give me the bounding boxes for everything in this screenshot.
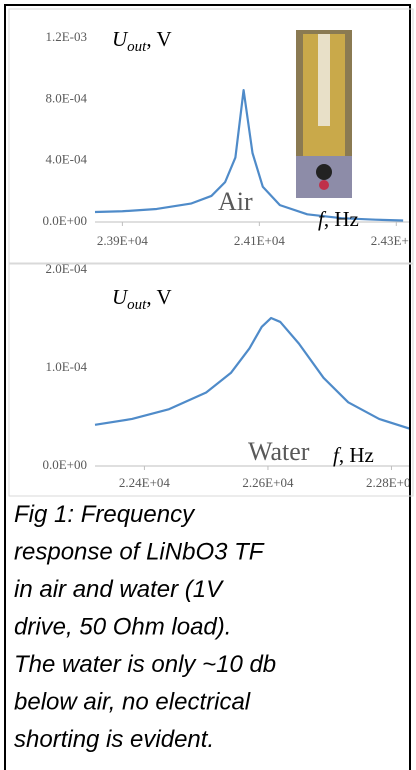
x-axis-label: f, Hz [333, 443, 374, 467]
x-tick-label: 2.26E+04 [242, 475, 294, 490]
y-tick-label: 8.0E-04 [45, 90, 87, 105]
y-axis-label: Uout, V [112, 27, 172, 55]
label-unit: , Hz [339, 443, 374, 467]
chart-frame [8, 8, 414, 264]
x-tick-label: 2.39E+04 [97, 233, 149, 248]
y-tick-label: 0.0E+00 [42, 457, 87, 472]
label-subscript: out [127, 297, 147, 313]
x-tick-label: 2.28E+04 [366, 475, 416, 490]
caption-line: Fig 1: Frequency [14, 501, 196, 528]
annotation: Air [218, 187, 253, 216]
data-line [94, 316, 409, 430]
mount [316, 164, 332, 180]
caption-line: The water is only ~10 db [14, 651, 276, 678]
tuning-fork-photo [296, 30, 352, 198]
y-tick-label: 1.2E-03 [45, 29, 87, 44]
label-unit: , V [146, 27, 171, 51]
x-axis-label: f, Hz [318, 207, 359, 231]
charts: 0.0E+00 4.0E-04 8.0E-04 1.2E-03 2.39E+04 2.41… [14, 27, 416, 753]
label-symbol: U [112, 27, 129, 51]
y-tick-label: 4.0E-04 [45, 152, 87, 167]
x-tick-label: 2.24E+04 [119, 475, 171, 490]
y-tick-label: 2.0E-04 [45, 261, 87, 276]
chart: 0.0E+00 1.0E-04 2.0E-04 2.24E+04 2.26E+04 2.2… [42, 261, 416, 490]
chart-frame [8, 263, 414, 497]
caption-line: below air, no electrical [14, 689, 251, 716]
contact [319, 180, 329, 190]
y-axis-label: Uout, V [112, 285, 172, 313]
label-unit: , V [146, 285, 171, 309]
annotation: Water [248, 437, 310, 466]
y-tick-label: 1.0E-04 [45, 359, 87, 374]
chart: 0.0E+00 4.0E-04 8.0E-04 1.2E-03 2.39E+04 2.41… [42, 27, 416, 248]
label-symbol: f [333, 443, 342, 467]
label-symbol: f [318, 207, 327, 231]
fork-slot [318, 34, 330, 126]
data-line [94, 89, 404, 222]
caption-line: in air and water (1V [14, 576, 224, 603]
caption-line: response of LiNbO3 TF [14, 539, 265, 566]
label-unit: , Hz [324, 207, 359, 231]
caption-line: shorting is evident. [14, 726, 214, 753]
label-subscript: out [127, 39, 147, 55]
x-tick-label: 2.41E+04 [234, 233, 286, 248]
x-tick-label: 2.43E+04 [371, 233, 416, 248]
caption-line: drive, 50 Ohm load). [14, 614, 231, 641]
label-symbol: U [112, 285, 129, 309]
y-tick-label: 0.0E+00 [42, 213, 87, 228]
